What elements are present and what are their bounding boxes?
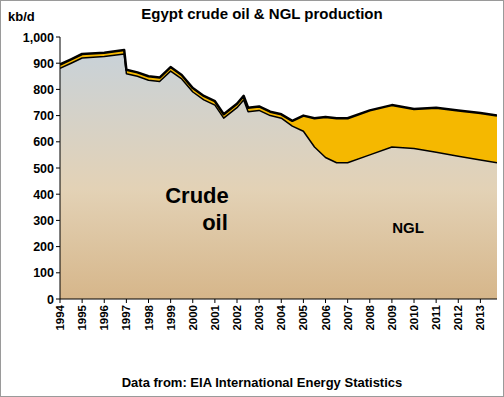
x-tick-label: 1995 — [76, 304, 88, 330]
x-tick-label: 1996 — [98, 305, 110, 331]
x-tick — [170, 299, 171, 303]
x-tick-label: 2004 — [275, 304, 287, 330]
x-tick — [347, 299, 348, 303]
x-tick-label: 1997 — [120, 305, 132, 331]
x-tick-label: 2000 — [187, 305, 199, 331]
x-tick — [237, 299, 238, 303]
y-tick — [56, 272, 60, 273]
x-tick — [82, 299, 83, 303]
series-label: Crudeoil — [165, 183, 229, 235]
y-tick — [56, 168, 60, 169]
y-tick — [56, 115, 60, 116]
x-tick-label: 2007 — [342, 305, 354, 331]
x-tick-label: 1994 — [54, 304, 66, 330]
y-tick-label: 0 — [47, 293, 54, 307]
x-axis — [60, 299, 497, 300]
series-label: NGL — [392, 219, 424, 236]
y-tick — [56, 141, 60, 142]
area-1 — [60, 50, 497, 163]
x-tick-label: 2012 — [452, 305, 464, 331]
y-tick-label: 500 — [33, 162, 54, 176]
plot-area — [60, 50, 497, 299]
x-tick-label: 2011 — [430, 304, 442, 330]
x-tick-label: 2010 — [408, 305, 420, 331]
x-tick — [104, 299, 105, 303]
x-tick — [325, 299, 326, 303]
y-tick — [56, 194, 60, 195]
x-tick — [369, 299, 370, 303]
x-tick — [214, 299, 215, 303]
y-tick-label: 700 — [33, 109, 54, 123]
y-tick-label: 400 — [33, 188, 54, 202]
x-tick — [192, 299, 193, 303]
x-tick — [148, 299, 149, 303]
x-tick — [414, 299, 415, 303]
y-tick — [56, 63, 60, 64]
x-tick-label: 2013 — [474, 305, 486, 331]
x-tick — [281, 299, 282, 303]
x-tick-label: 1999 — [165, 305, 177, 331]
y-tick-label: 600 — [33, 135, 54, 149]
y-tick-label: 300 — [33, 214, 54, 228]
x-tick-label: 2006 — [320, 305, 332, 331]
y-tick-label: 1,000 — [23, 31, 54, 45]
x-tick — [391, 299, 392, 303]
y-tick — [56, 299, 60, 300]
y-tick — [56, 89, 60, 90]
x-tick — [126, 299, 127, 303]
x-tick-label: 2009 — [386, 305, 398, 331]
x-tick-label: 1998 — [143, 304, 155, 330]
x-tick-label: 2003 — [253, 305, 265, 331]
x-tick-label: 2001 — [209, 304, 221, 330]
y-tick-label: 900 — [33, 57, 54, 71]
x-tick — [60, 299, 61, 303]
source-note: Data from: EIA International Energy Stat… — [122, 375, 403, 390]
title: Egypt crude oil & NGL production — [141, 5, 382, 22]
x-tick — [259, 299, 260, 303]
x-tick — [458, 299, 459, 303]
y-tick — [56, 220, 60, 221]
x-tick — [303, 299, 304, 303]
y-tick-label: 800 — [33, 83, 54, 97]
x-tick-label: 2005 — [297, 304, 309, 330]
y-tick-label: 100 — [33, 266, 54, 280]
x-tick-label: 2002 — [231, 305, 243, 331]
y-axis-label: kb/d — [8, 9, 35, 24]
y-tick — [56, 37, 60, 38]
x-tick-label: 2008 — [364, 304, 376, 330]
frame — [1, 1, 504, 397]
y-tick — [56, 246, 60, 247]
area-0 — [60, 54, 497, 299]
chart: Egypt crude oil & NGL production kb/d Crud… — [0, 0, 504, 397]
y-tick-label: 200 — [33, 240, 54, 254]
x-tick — [436, 299, 437, 303]
crude-line — [60, 54, 497, 163]
x-tick — [480, 299, 481, 303]
